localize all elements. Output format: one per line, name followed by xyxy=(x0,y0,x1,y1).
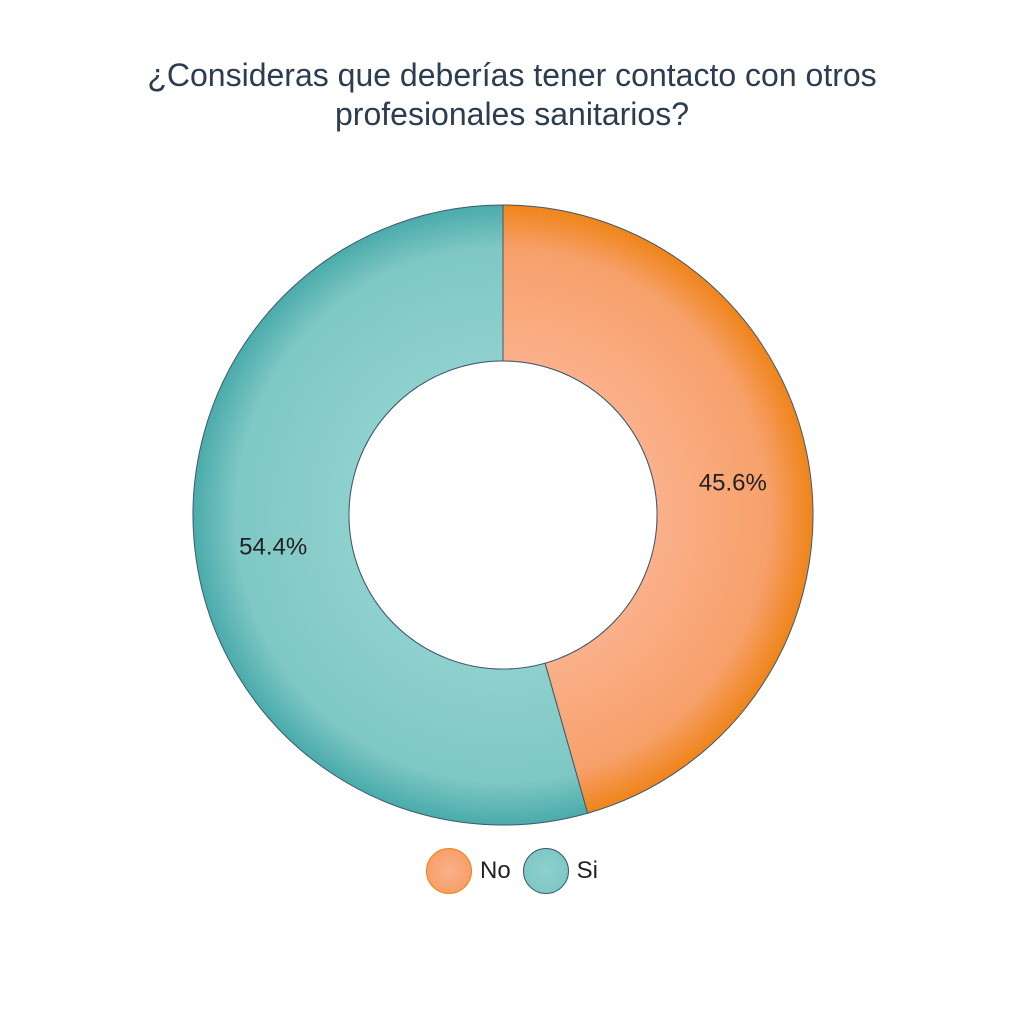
chart-title-line-1: ¿Consideras que deberías tener contacto … xyxy=(147,57,877,93)
slice-label-no: 45.6% xyxy=(699,470,767,497)
legend-swatch-si xyxy=(522,848,569,894)
legend-item-si[interactable]: Si xyxy=(522,848,599,894)
chart-title-line-2: profesionales sanitarios? xyxy=(335,96,689,132)
legend-label-no: No xyxy=(479,857,511,884)
legend-label-si: Si xyxy=(576,857,599,884)
donut-hole xyxy=(348,360,658,670)
legend: No Si xyxy=(0,848,1024,894)
slice-label-si: 54.4% xyxy=(239,533,307,560)
chart-title: ¿Consideras que deberías tener contacto … xyxy=(40,56,984,134)
legend-item-no[interactable]: No xyxy=(425,848,511,894)
legend-swatch-no xyxy=(425,848,472,894)
